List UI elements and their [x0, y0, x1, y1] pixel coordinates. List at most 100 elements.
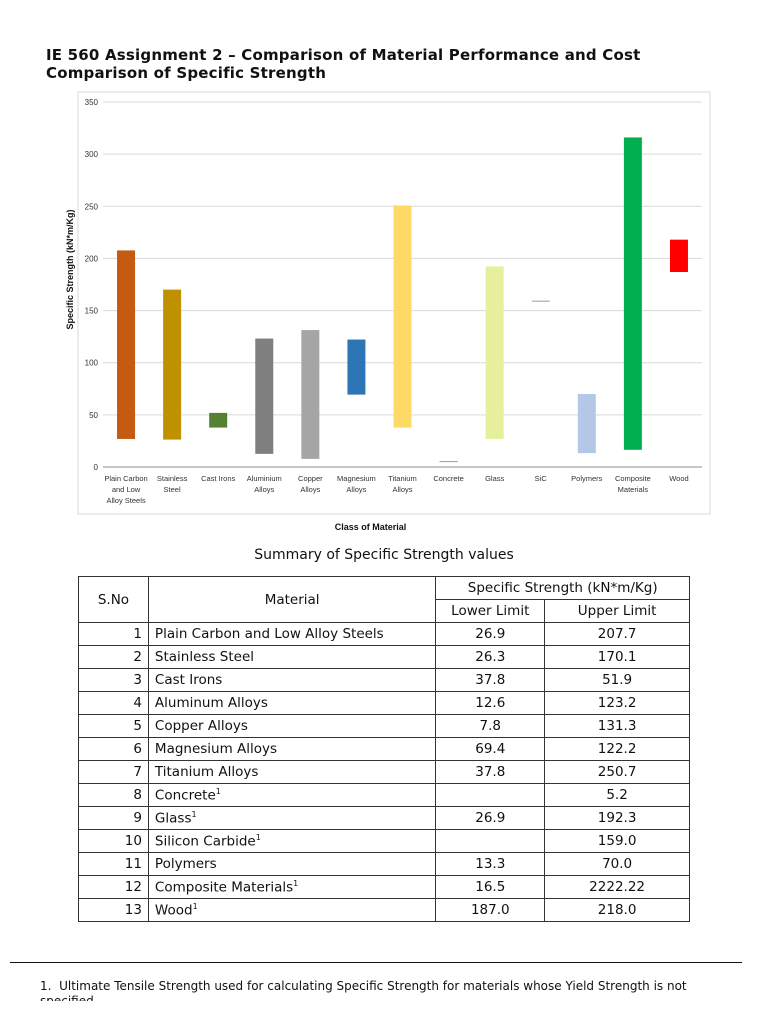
- cell-sno: 7: [78, 760, 149, 784]
- material-name: Stainless Steel: [154, 649, 255, 665]
- footnote-divider: [10, 962, 742, 963]
- cell-lower-limit: 69.4: [435, 737, 546, 761]
- material-name: Concrete: [154, 787, 216, 804]
- range-bar: [485, 266, 504, 439]
- cell-upper-limit: 218.0: [544, 898, 690, 922]
- range-bar: [301, 330, 320, 459]
- x-category-label: Wood: [669, 474, 688, 483]
- cell-sno: 5: [78, 714, 149, 738]
- footnote-marker: 1: [215, 786, 221, 796]
- cell-lower-limit: 16.5: [435, 875, 546, 899]
- x-category-label: Concrete: [433, 474, 463, 483]
- table-row: 2 Stainless Steel 26.3 170.1: [78, 645, 690, 669]
- x-category-label: Composite: [615, 474, 651, 483]
- y-tick-label: 350: [85, 98, 99, 107]
- table-caption: Summary of Specific Strength values: [254, 547, 514, 563]
- cell-upper-limit: 2222.22: [544, 875, 690, 899]
- cell-lower-limit: 37.8: [435, 668, 546, 692]
- material-name: Composite Materials: [154, 879, 294, 896]
- cell-lower-limit: 37.8: [435, 760, 546, 784]
- material-name: Silicon Carbide: [154, 833, 256, 850]
- cell-material: Concrete1: [147, 783, 437, 807]
- table-row: 1 Plain Carbon and Low Alloy Steels 26.9 20…: [78, 622, 690, 646]
- range-bar: [255, 338, 274, 454]
- x-category-label: Magnesium: [337, 474, 376, 483]
- material-name: Polymers: [154, 856, 217, 872]
- cell-sno: 11: [78, 852, 149, 876]
- material-name: Cast Irons: [154, 672, 223, 688]
- cell-sno: 1: [78, 622, 149, 646]
- table-row: 12 Composite Materials1 16.5 2222.22: [78, 875, 690, 899]
- cell-upper-limit: 250.7: [544, 760, 690, 784]
- specific-strength-chart: 0 50 100 150 200 250 300 350 Plain Carbon and Low…: [65, 91, 711, 532]
- cell-material: Silicon Carbide1: [147, 829, 437, 853]
- cell-lower-limit: [435, 829, 546, 853]
- cell-lower-limit: 26.9: [435, 622, 546, 646]
- table-row: 6 Magnesium Alloys 69.4 122.2: [78, 737, 690, 761]
- cell-sno: 13: [78, 898, 149, 922]
- header-specific-strength: Specific Strength (kN*m/Kg): [435, 576, 690, 600]
- x-category-label: Glass: [485, 474, 504, 483]
- cell-upper-limit: 123.2: [544, 691, 690, 715]
- x-category-label: Aluminium: [247, 474, 282, 483]
- header-material: Material: [147, 576, 437, 623]
- y-tick-label: 300: [85, 150, 99, 159]
- cell-lower-limit: 13.3: [435, 852, 546, 876]
- table-row: 10 Silicon Carbide1 159.0: [78, 829, 690, 853]
- table-row: 11 Polymers 13.3 70.0: [78, 852, 690, 876]
- cell-upper-limit: 207.7: [544, 622, 690, 646]
- y-tick-label: 0: [94, 463, 99, 472]
- cell-material: Glass1: [147, 806, 437, 830]
- y-tick-label: 150: [85, 307, 99, 316]
- range-bar: [117, 250, 136, 439]
- cell-upper-limit: 159.0: [544, 829, 690, 853]
- cell-material: Copper Alloys: [147, 714, 437, 738]
- x-category-label: Copper: [298, 474, 323, 483]
- cell-material: Wood1: [147, 898, 437, 922]
- cell-material: Polymers: [147, 852, 437, 876]
- cell-material: Stainless Steel: [147, 645, 437, 669]
- table-row: 9 Glass1 26.9 192.3: [78, 806, 690, 830]
- x-category-label: Alloys: [300, 485, 320, 494]
- table-row: 3 Cast Irons 37.8 51.9: [78, 668, 690, 692]
- x-category-label: SiC: [535, 474, 548, 483]
- footnote-marker: 1: [293, 878, 299, 888]
- x-category-label: and Low: [112, 485, 141, 494]
- cell-lower-limit: 26.9: [435, 806, 546, 830]
- material-name: Magnesium Alloys: [154, 741, 278, 757]
- range-bar: [623, 137, 642, 450]
- range-bar: [577, 394, 596, 454]
- cell-material: Cast Irons: [147, 668, 437, 692]
- cell-sno: 6: [78, 737, 149, 761]
- material-name: Copper Alloys: [154, 718, 248, 734]
- x-category-label: Alloy Steels: [106, 496, 145, 505]
- table-row: 5 Copper Alloys 7.8 131.3: [78, 714, 690, 738]
- x-category-label: Alloys: [254, 485, 274, 494]
- cell-sno: 12: [78, 875, 149, 899]
- footnote-marker: 1: [192, 901, 198, 911]
- material-name: Plain Carbon and Low Alloy Steels: [154, 626, 384, 642]
- x-category-label: Cast Irons: [201, 474, 235, 483]
- cell-upper-limit: 51.9: [544, 668, 690, 692]
- material-name: Wood: [154, 902, 193, 919]
- cell-lower-limit: 12.6: [435, 691, 546, 715]
- cell-upper-limit: 5.2: [544, 783, 690, 807]
- cell-sno: 10: [78, 829, 149, 853]
- cell-upper-limit: 170.1: [544, 645, 690, 669]
- cell-material: Plain Carbon and Low Alloy Steels: [147, 622, 437, 646]
- x-category-label: Polymers: [571, 474, 603, 483]
- cell-material: Aluminum Alloys: [147, 691, 437, 715]
- x-category-label: Plain Carbon: [104, 474, 147, 483]
- cell-upper-limit: 70.0: [544, 852, 690, 876]
- footnote-number: 1.: [40, 979, 52, 993]
- y-axis-title: Specific Strength (kN*m/Kg): [65, 209, 75, 329]
- y-tick-label: 100: [85, 359, 99, 368]
- footnote-text: Ultimate Tensile Strength used for calcu…: [40, 979, 687, 1001]
- x-category-label: Alloys: [392, 485, 412, 494]
- cell-upper-limit: 122.2: [544, 737, 690, 761]
- section-title: Comparison of Specific Strength: [46, 64, 327, 82]
- x-category-label: Materials: [618, 485, 649, 494]
- range-bar: [669, 239, 688, 272]
- document-title: IE 560 Assignment 2 – Comparison of Mate…: [46, 46, 641, 64]
- material-name: Glass: [154, 810, 192, 827]
